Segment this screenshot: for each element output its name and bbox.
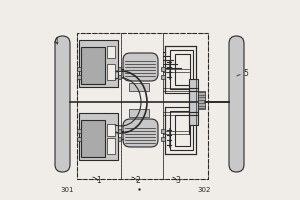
Bar [77,33,208,179]
Bar [161,137,165,141]
Bar [107,64,115,80]
Bar [189,79,198,125]
Bar [129,109,149,117]
Bar [129,83,149,91]
Bar [118,75,122,79]
Bar [77,137,81,141]
Bar [107,124,115,136]
Bar [170,50,193,89]
Bar [107,138,115,154]
FancyBboxPatch shape [229,36,244,172]
Bar [107,46,115,58]
Bar [118,67,122,71]
Bar [161,67,165,71]
Bar [77,67,81,71]
FancyBboxPatch shape [123,53,158,81]
Bar [165,107,196,154]
Bar [170,111,193,150]
Bar [77,129,81,133]
Bar [79,113,118,160]
Text: 3: 3 [176,176,180,185]
Bar [118,129,122,133]
Text: 2: 2 [136,176,140,185]
Bar [163,33,208,179]
Bar [81,120,105,157]
Text: 301: 301 [60,187,74,193]
Bar [175,115,190,146]
FancyBboxPatch shape [123,119,158,147]
Bar [77,75,81,79]
Text: 1: 1 [97,176,101,185]
Bar [175,54,190,85]
Text: 5: 5 [243,69,248,78]
Bar [77,33,121,179]
Bar [118,137,122,141]
Bar [161,129,165,133]
Bar [198,91,205,109]
Text: 4: 4 [54,37,58,46]
Text: 302: 302 [197,187,211,193]
Bar [79,40,118,87]
Bar [121,33,163,179]
Bar [81,47,105,84]
Bar [161,75,165,79]
FancyBboxPatch shape [55,36,70,172]
Bar [165,46,196,93]
